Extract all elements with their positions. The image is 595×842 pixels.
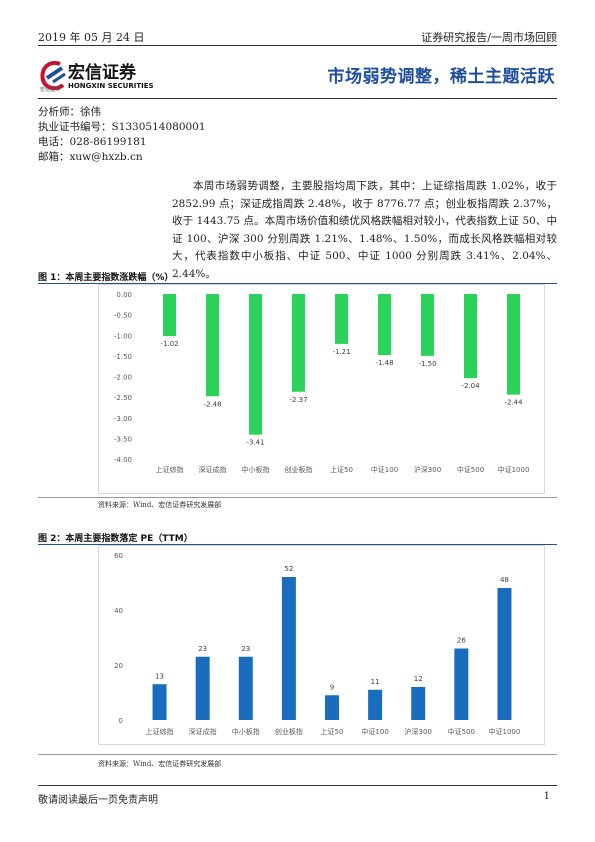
y-tick-label: -3.50 (114, 435, 132, 443)
y-tick-label: -1.00 (114, 332, 132, 340)
logo-name-en: HONGXIN SECURITIES (68, 82, 154, 90)
bar (378, 294, 391, 356)
figure-1-source: 资料来源：Wind、宏信证券研究发展部 (98, 501, 222, 509)
logo-small-cn: 宏信证券 (40, 87, 61, 93)
figure-2-source: 资料来源：Wind、宏信证券研究发展部 (98, 760, 222, 768)
data-label: -2.04 (461, 382, 480, 390)
data-label: -1.21 (332, 348, 350, 356)
data-label: -1.48 (375, 359, 393, 367)
analyst-email: 邮箱：xuw@hxzb.cn (38, 151, 143, 163)
category-label: 中小板指 (232, 727, 260, 736)
bar (421, 294, 434, 356)
bar (281, 577, 296, 720)
company-logo: 宏信证券 宏信证券 HONGXIN SECURITIES (38, 56, 163, 96)
bar (292, 294, 305, 392)
category-label: 中证100 (361, 727, 388, 736)
data-label: -1.02 (160, 340, 178, 348)
data-label: 52 (284, 565, 293, 573)
category-label: 创业板指 (285, 465, 313, 474)
category-label: 中小板指 (242, 465, 270, 474)
report-date: 2019 年 05 月 24 日 (38, 31, 145, 44)
logo-mark-icon (40, 61, 66, 91)
bar (411, 687, 426, 720)
summary-text: 本周市场弱势调整，主要股指均周下跌，其中：上证综指周跌 1.02%，收于 285… (172, 178, 557, 283)
analyst-phone: 电话：028-86199181 (38, 136, 147, 148)
data-label: 13 (155, 672, 164, 680)
bar (238, 656, 253, 720)
chart-1-svg: 0.00 -0.50 -1.00 -1.50 -2.00 -2.50 -3.00 -3.50 -… (98, 284, 545, 494)
y-tick-label: -3.00 (114, 415, 132, 423)
y-tick-label: -1.50 (114, 353, 132, 361)
footer-rule (38, 785, 557, 786)
y-tick-label: -2.00 (114, 374, 132, 382)
data-label: -1.50 (418, 360, 436, 368)
figure-1-rule (38, 283, 557, 284)
bar (325, 695, 339, 720)
header-rule (38, 45, 557, 46)
data-label: -2.44 (504, 399, 523, 407)
bar (163, 294, 176, 337)
category-label: 中证1000 (489, 727, 521, 736)
bar (368, 689, 383, 720)
data-label: 23 (198, 645, 207, 653)
bar (335, 294, 348, 344)
category-label: 中证500 (457, 465, 484, 474)
bar (152, 684, 167, 720)
analyst-license: 执业证书编号：S1330514080001 (38, 121, 206, 133)
bar (454, 648, 469, 720)
y-tick-label: 0 (119, 717, 123, 725)
figure-1-bottom-rule (38, 497, 557, 498)
analyst-name: 分析师：徐伟 (38, 106, 101, 118)
chart-2-frame (98, 545, 545, 745)
bar (195, 656, 210, 720)
category-label: 沪深300 (405, 727, 432, 736)
data-label: 11 (371, 678, 380, 686)
category-label: 沪深300 (414, 465, 441, 474)
category-label: 中证500 (448, 727, 475, 736)
bar (497, 588, 512, 720)
y-tick-label: 0.00 (116, 291, 132, 299)
category-label: 中证1000 (498, 465, 530, 474)
y-tick-label: 20 (114, 662, 123, 670)
category-label: 上证综指 (156, 465, 184, 474)
report-title: 市场弱势调整，稀土主题活跃 (327, 67, 555, 87)
bar (507, 294, 520, 395)
chart-2-svg: 0 20 40 60 13 23 23 52 9 11 12 26 48 上证综指 深证成指 中小板指 创业… (98, 545, 545, 745)
data-label: 26 (457, 637, 466, 645)
category-label: 深证成指 (199, 465, 227, 474)
y-tick-label: -2.50 (114, 394, 132, 402)
report-type: 证券研究报告/一周市场回顾 (421, 31, 557, 44)
data-label: -2.37 (289, 396, 307, 404)
y-tick-label: 60 (114, 552, 123, 560)
category-label: 上证50 (321, 727, 344, 736)
data-label: -2.48 (203, 400, 221, 408)
bar (206, 294, 219, 397)
summary-paragraph: 本周市场弱势调整，主要股指均周下跌，其中：上证综指周跌 1.02%，收于 285… (172, 180, 557, 280)
title-rule (38, 98, 557, 99)
bar (464, 294, 477, 379)
logo-name-cn: 宏信证券 (68, 63, 136, 83)
category-label: 创业板指 (275, 727, 303, 736)
y-tick-label: -4.00 (114, 456, 132, 464)
data-label: 12 (414, 675, 423, 683)
category-label: 中证100 (371, 465, 398, 474)
footer-disclaimer: 敬请阅读最后一页免责声明 (38, 795, 158, 806)
y-tick-label: 40 (114, 607, 123, 615)
category-label: 上证50 (330, 465, 353, 474)
data-label: 9 (330, 683, 334, 691)
category-label: 深证成指 (189, 727, 217, 736)
figure-2-rule (38, 544, 557, 545)
figure-2-bottom-rule (38, 754, 557, 755)
category-label: 上证综指 (146, 727, 174, 736)
bar (249, 294, 262, 435)
figure-1-title: 图 1：本周主要指数涨跌幅（%） (38, 273, 174, 283)
figure-2-title: 图 2：本周主要指数落定 PE（TTM） (38, 534, 193, 544)
data-label: 48 (500, 576, 509, 584)
page-number: 1 (543, 791, 550, 802)
data-label: -3.41 (246, 439, 264, 447)
data-label: 23 (241, 645, 250, 653)
y-tick-label: -0.50 (114, 312, 132, 320)
